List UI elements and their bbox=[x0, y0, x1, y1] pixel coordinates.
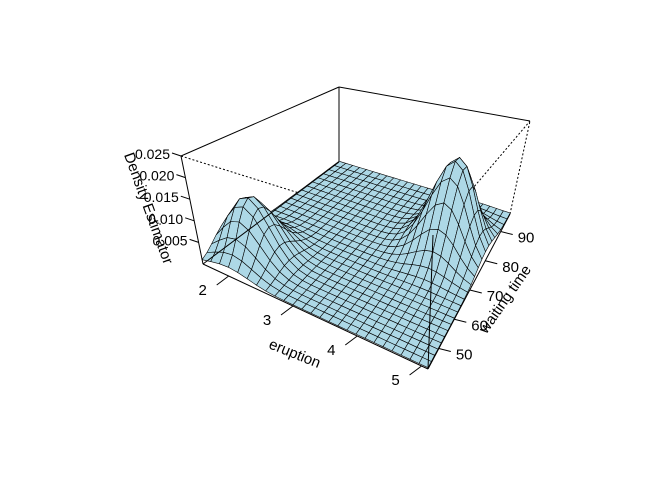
box-edge-right-bottom bbox=[427, 213, 511, 370]
x-tick-label: 5 bbox=[391, 372, 399, 389]
y-tick-mark bbox=[438, 348, 451, 353]
z-tick-label: 0.020 bbox=[139, 168, 174, 184]
z-tick-label: 0.025 bbox=[135, 146, 170, 162]
x-tick-mark bbox=[409, 365, 422, 376]
x-tick-label: 3 bbox=[263, 312, 271, 329]
box-edge-right-vertical bbox=[509, 120, 531, 215]
front-box-frame bbox=[180, 155, 511, 370]
density-surface bbox=[201, 157, 511, 369]
x-tick-mark bbox=[216, 275, 230, 286]
box-edge-front-right-vertical bbox=[427, 234, 434, 370]
z-tick-mark bbox=[176, 174, 186, 179]
z-tick-label: 0.005 bbox=[153, 232, 188, 248]
box-edge-front-left-vertical bbox=[180, 155, 204, 265]
box-edge-front-bottom bbox=[202, 263, 429, 370]
x-tick-mark bbox=[344, 335, 358, 346]
x-tick-mark bbox=[280, 305, 294, 316]
x-tick-label: 2 bbox=[199, 282, 207, 299]
box-edge-left-bottom bbox=[202, 161, 340, 265]
z-tick-mark bbox=[171, 152, 182, 157]
z-tick-mark bbox=[189, 238, 199, 243]
y-tick-label: 80 bbox=[502, 259, 519, 276]
z-tick-mark bbox=[180, 195, 190, 200]
y-tick-mark bbox=[485, 260, 498, 265]
x-tick-label: 4 bbox=[327, 342, 335, 359]
z-tick-label: 0.010 bbox=[148, 211, 183, 227]
y-tick-label: 50 bbox=[456, 347, 473, 364]
y-tick-label: 60 bbox=[471, 317, 488, 334]
box-edge-top-back bbox=[338, 86, 531, 122]
box-edge-top-left bbox=[180, 86, 340, 157]
y-tick-mark bbox=[469, 289, 482, 294]
axes: 2 3 4 5 50 60 70 80 90 0.005 0.010 0.015 0.020 0.025 bbox=[135, 146, 534, 389]
y-tick-label: 70 bbox=[487, 288, 504, 305]
y-tick-mark bbox=[454, 318, 467, 323]
y-tick-mark bbox=[500, 231, 513, 236]
z-tick-mark bbox=[185, 217, 195, 222]
y-tick-label: 90 bbox=[518, 230, 535, 247]
x-axis-label: eruption bbox=[266, 336, 323, 372]
z-tick-label: 0.015 bbox=[144, 189, 179, 205]
